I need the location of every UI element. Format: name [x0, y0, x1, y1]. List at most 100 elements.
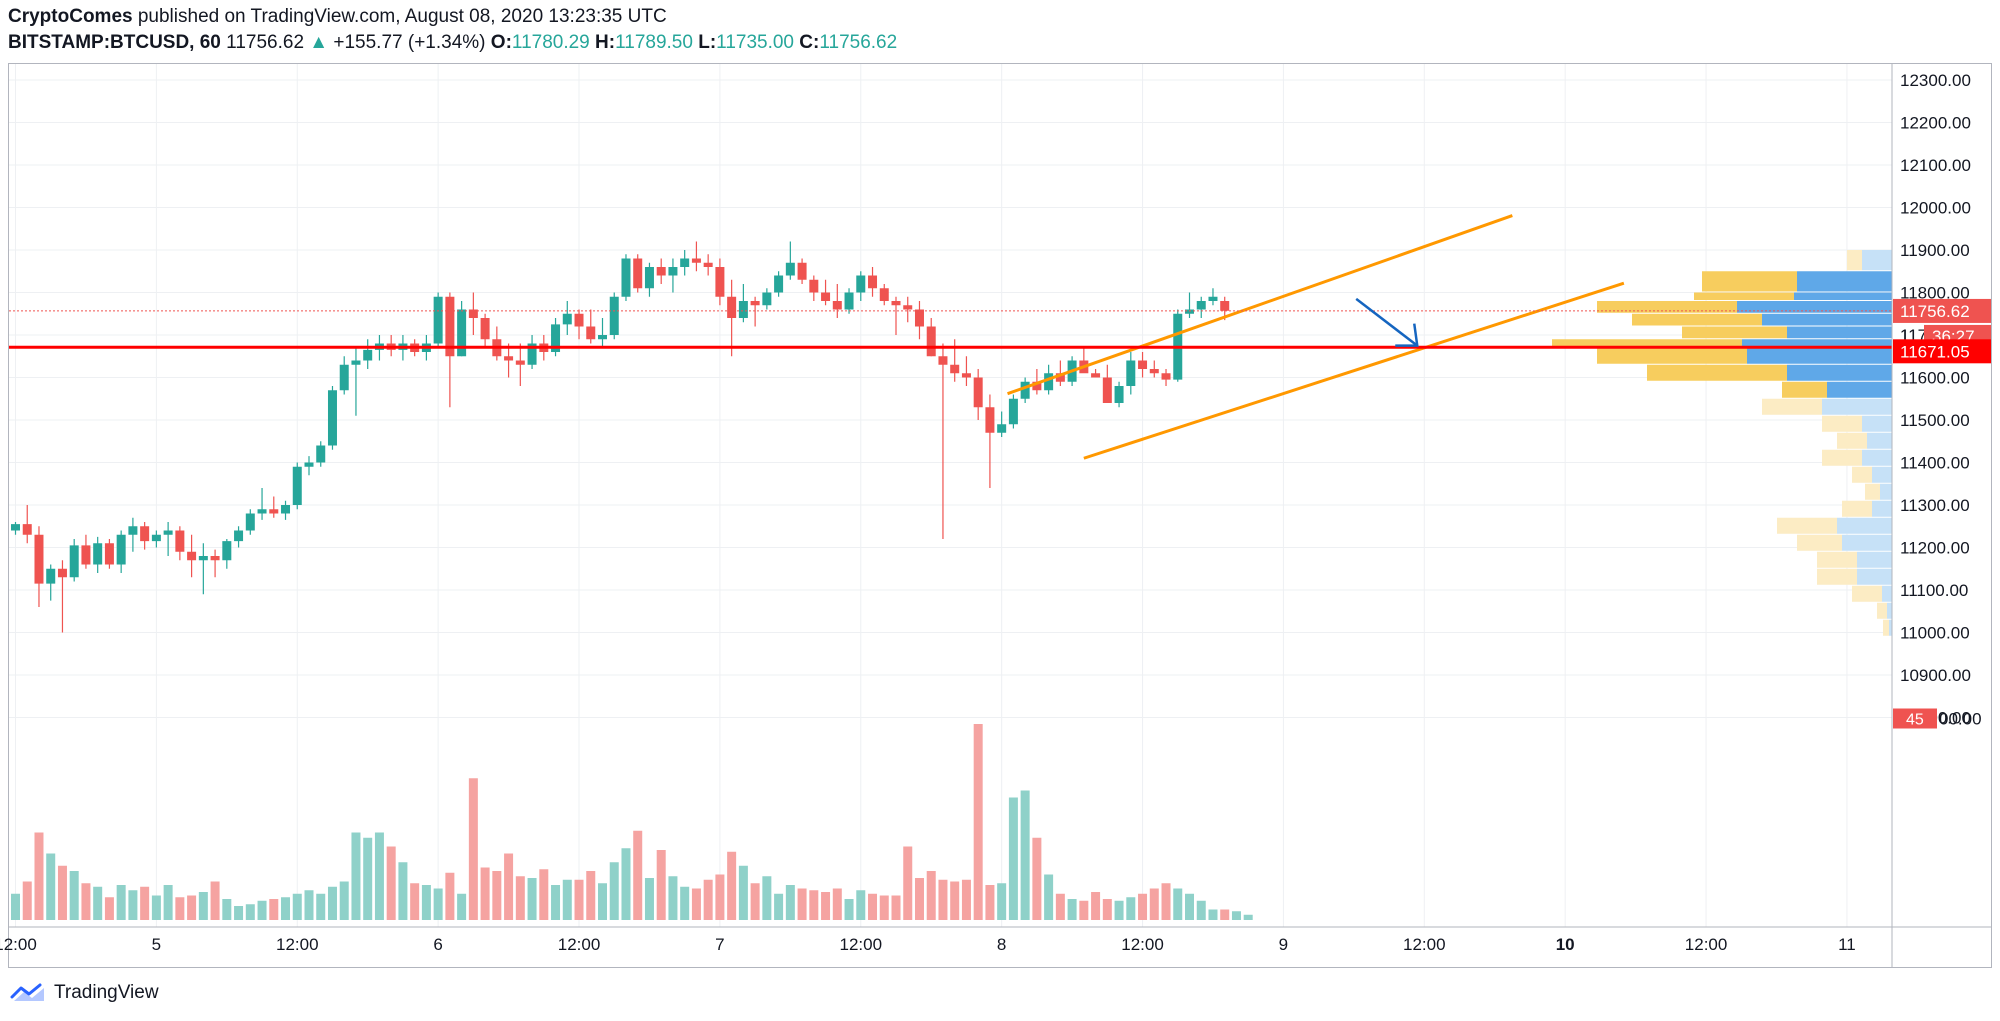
candle-body	[57, 568, 67, 578]
volume-bar	[245, 904, 255, 920]
candle-body	[621, 258, 631, 297]
volume-bar	[504, 853, 514, 920]
volume-bar	[327, 886, 337, 920]
volume-bar	[551, 885, 561, 920]
volume-bar	[715, 874, 725, 920]
volume-bar	[586, 871, 596, 920]
candle-body	[762, 292, 772, 306]
volume-bar	[809, 890, 819, 920]
vp-down-bar	[1797, 534, 1842, 551]
volume-bar	[339, 881, 349, 920]
candle-body	[457, 309, 467, 357]
upper-channel-line[interactable]	[1007, 214, 1513, 396]
volume-bar	[515, 876, 525, 920]
volume-bar	[1126, 897, 1136, 920]
candle-body	[879, 288, 889, 301]
x-tick-label: 12:00	[558, 935, 601, 954]
volume-badge-bg	[1893, 708, 1937, 729]
volume-bar	[410, 883, 420, 920]
candle-body	[985, 407, 995, 433]
vp-up-bar	[1887, 602, 1892, 619]
last-price: 11756.62	[226, 32, 305, 53]
volume-bar	[598, 883, 607, 920]
tradingview-brand[interactable]: TradingView	[10, 982, 159, 1004]
volume-bar	[856, 890, 866, 920]
chart-frame	[8, 63, 1992, 968]
price-axis[interactable]: 12300.00 12200.00 12100.00 12000.00 11900.00…	[1891, 64, 1971, 967]
vp-up-bar	[1787, 364, 1892, 381]
volume-bar	[973, 724, 983, 920]
volume-bar	[727, 851, 737, 920]
candle-body	[1055, 373, 1065, 382]
last-price-tag-bg	[1893, 298, 1991, 323]
symbol-label[interactable]: BITSTAMP:BTCUSD, 60	[8, 32, 221, 53]
volume-bar	[574, 879, 584, 920]
volume-bar	[797, 888, 807, 920]
candle-body	[727, 296, 737, 318]
vp-up-bar	[1862, 250, 1892, 271]
x-tick-label: 9	[1279, 935, 1288, 954]
y-tick-label: 11100.00	[1900, 581, 1968, 600]
candle-body	[1220, 301, 1230, 311]
vp-up-bar	[1787, 326, 1892, 339]
tradingview-logo-icon	[10, 983, 44, 1001]
forecast-arrow-line[interactable]	[1355, 297, 1419, 347]
volume-bar	[621, 848, 631, 920]
candle-body	[515, 360, 525, 365]
volume-bar	[81, 883, 91, 920]
vp-down-bar	[1822, 415, 1862, 432]
candle-body	[69, 545, 79, 578]
volume-bar	[785, 885, 795, 920]
candle-body	[468, 309, 478, 318]
volume-bar	[104, 897, 114, 920]
vp-up-bar	[1737, 301, 1892, 313]
lower-channel-line[interactable]	[1083, 281, 1625, 460]
candle-body	[551, 324, 561, 352]
candle-body	[363, 349, 373, 361]
candle-body	[46, 568, 56, 584]
volume-bar	[656, 850, 666, 920]
vp-down-bar	[1552, 339, 1742, 347]
open-value: 11780.29	[511, 32, 590, 53]
volume-bar	[11, 893, 20, 920]
vp-down-bar	[1597, 301, 1737, 313]
y-tick-label: 11800.00	[1900, 284, 1970, 303]
volume-bar	[903, 846, 913, 920]
volume-bar	[128, 890, 138, 920]
partial-tick-label: 00.00	[1939, 710, 1982, 729]
volume-bar	[151, 895, 161, 920]
vp-down-bar	[1877, 602, 1887, 619]
vp-up-bar	[1862, 415, 1892, 432]
volume-bar	[1243, 914, 1253, 920]
candle-body	[1008, 398, 1018, 425]
volume-bar	[1173, 888, 1183, 920]
candle-body	[11, 524, 20, 531]
volume-bar	[257, 900, 267, 920]
drawings[interactable]	[9, 214, 1892, 460]
volume-bar	[703, 879, 713, 920]
volume-bar	[527, 878, 537, 920]
vp-down-bar	[1852, 466, 1872, 483]
candle-body	[703, 262, 713, 267]
candle-body	[1149, 369, 1159, 374]
y-tick-label: 10900.00	[1900, 666, 1971, 685]
volume-bar	[879, 895, 889, 920]
vp-up-bar	[1867, 432, 1892, 449]
volume-bar	[1079, 900, 1089, 920]
time-axis[interactable]: 12:00 5 12:00 6 12:00 7 12:00 8 12:00 9 12:00 10 12:…	[0, 926, 1992, 954]
volume-bar	[1114, 900, 1124, 920]
candle-body	[504, 356, 514, 361]
volume-profile	[1552, 250, 1892, 636]
volume-bar	[1196, 900, 1206, 920]
candle-body	[22, 524, 32, 535]
volume-bar	[914, 878, 924, 920]
candle-body	[1185, 309, 1194, 314]
high-label: H:	[595, 32, 616, 53]
candle-body	[891, 301, 901, 306]
tradingview-brand-text: TradingView	[54, 982, 159, 1003]
vp-down-bar	[1822, 449, 1862, 466]
author-name[interactable]: CryptoComes	[8, 6, 133, 27]
ohlc-legend: BITSTAMP:BTCUSD, 60 11756.62 ▲ +155.77 (…	[8, 32, 897, 54]
